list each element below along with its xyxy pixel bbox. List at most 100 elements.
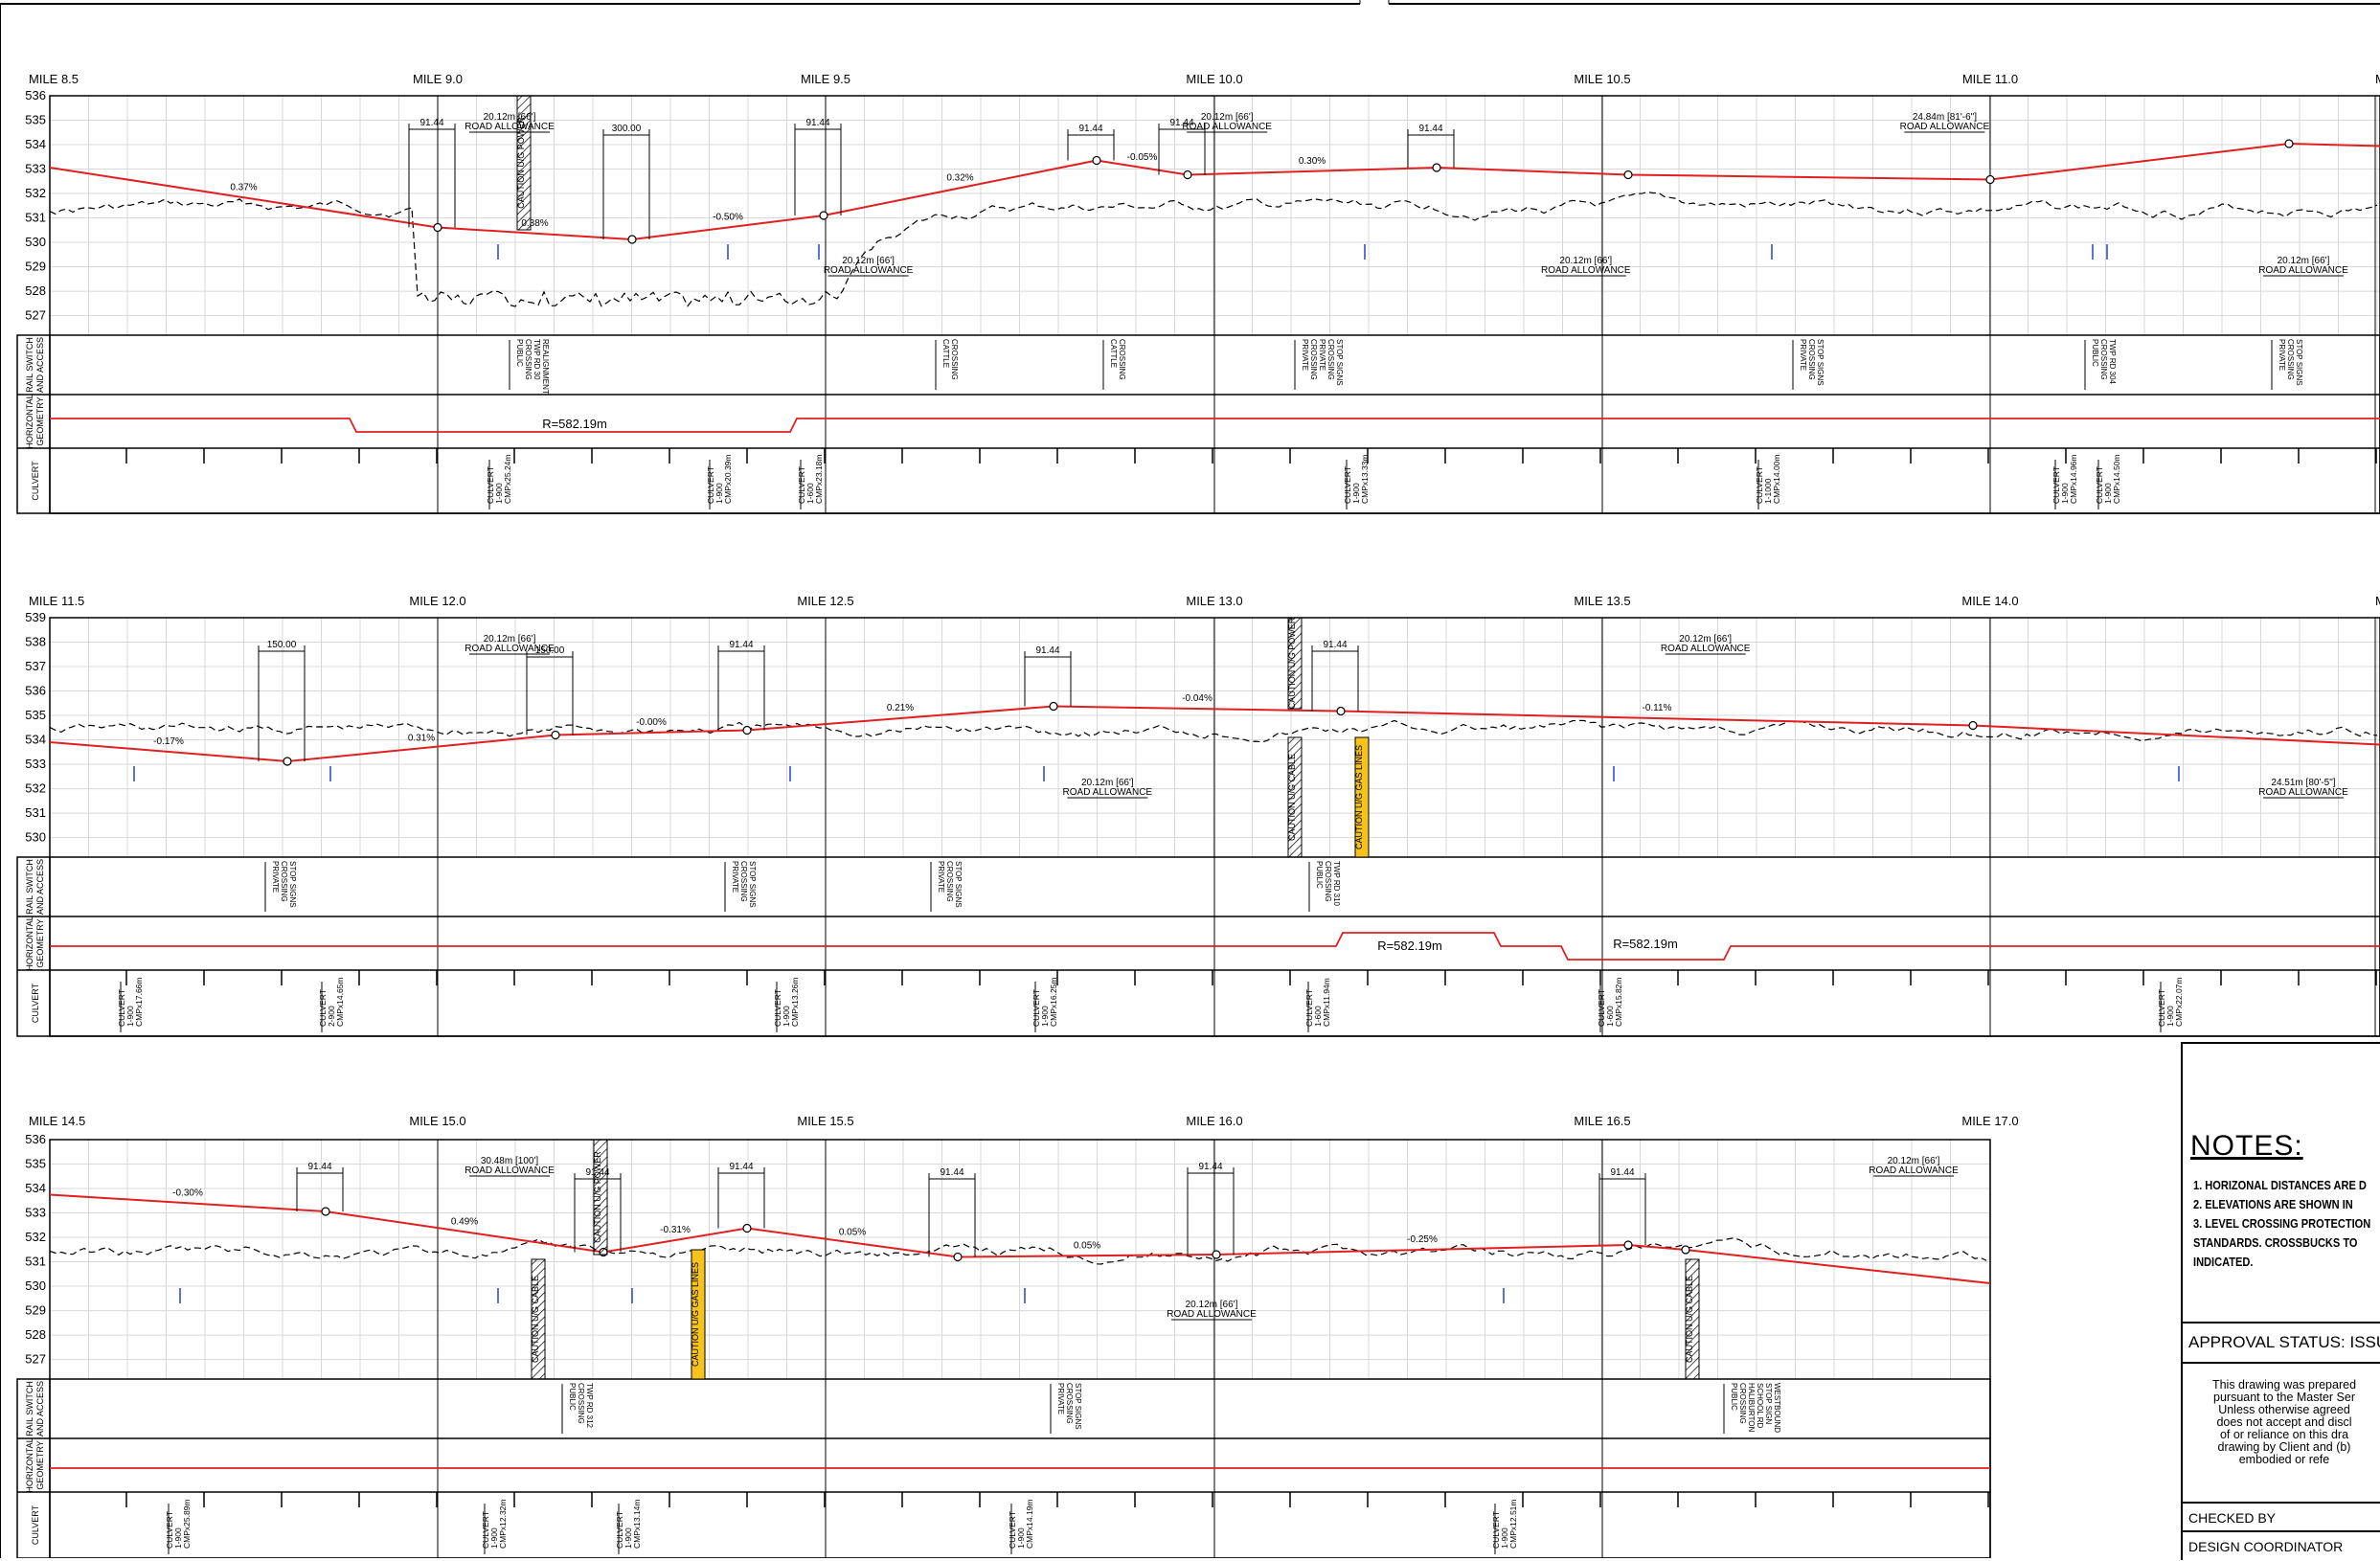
culvert-label: CMPx13.14m <box>632 1500 642 1550</box>
elevation-label: 531 <box>25 1255 46 1269</box>
access-label: CROSSING <box>1065 1383 1074 1424</box>
band-label-culvert: CULVERT <box>31 1504 40 1545</box>
mile-label: MILE 13.5 <box>1574 594 1630 608</box>
dimension-label: 91.44 <box>1323 640 1347 650</box>
vertical-curve-point <box>819 211 828 220</box>
row-frame <box>49 1139 1991 1558</box>
vertical-curve-point <box>283 757 292 766</box>
road-allowance-label: ROAD ALLOWANCE <box>465 122 555 132</box>
culvert-label: CMPx14.50m <box>2112 455 2121 505</box>
dimension-label: 91.44 <box>419 118 443 128</box>
elevation-label: 529 <box>25 260 46 274</box>
access-label: CATTLE <box>1109 339 1118 368</box>
road-allowance-label: ROAD ALLOWANCE <box>824 265 914 276</box>
grade-label: 0.21% <box>887 703 914 713</box>
mile-label: MILE 12.0 <box>409 594 465 608</box>
culvert-label: CMPx14.96m <box>2069 455 2078 505</box>
note-3: 3. LEVEL CROSSING PROTECTION <box>2193 1216 2371 1231</box>
caution-bar <box>593 1139 608 1256</box>
access-label: CATTLE <box>941 339 950 368</box>
access-label: PRIVATE <box>731 861 739 893</box>
vertical-curve-point <box>1968 720 1978 731</box>
culvert-label: CMPx20.39m <box>723 455 733 505</box>
caution-bar <box>691 1249 706 1380</box>
ground-profile <box>49 719 2378 743</box>
culvert-label: CMPx16.25m <box>1049 978 1058 1028</box>
culvert-label: CULVERT <box>117 989 126 1027</box>
mile-label: MILE 17.0 <box>1961 1114 2018 1128</box>
band-label-access: RAIL SWITCH <box>25 1381 34 1437</box>
dimension-label: 91.44 <box>1078 124 1102 134</box>
road-allowance-label: ROAD ALLOWANCE <box>1869 1165 1959 1176</box>
caution-bar <box>1354 736 1370 858</box>
culvert-label: CMPx14.00m <box>1772 455 1781 505</box>
access-label: PUBLIC <box>1315 861 1324 889</box>
culvert-label: 1-600 <box>1605 1006 1615 1027</box>
access-label: CROSSING <box>1326 339 1335 380</box>
elevation-label: 536 <box>25 684 46 698</box>
culvert-label: 1-900 <box>623 1527 633 1549</box>
vertical-curve-point <box>1432 163 1441 172</box>
band-label-geometry: HORIZONTAL <box>25 394 34 448</box>
culvert-label: CMPx14.19m <box>1025 1500 1034 1550</box>
access-label: STOP SIGNS <box>1816 339 1825 386</box>
access-label: STOP SIGNS <box>1074 1383 1082 1430</box>
culvert-label: 1-900 <box>125 1006 135 1027</box>
mile-label: MILE <box>2375 72 2380 86</box>
road-allowance-width: 24.84m [81'-6"] <box>1913 112 1977 123</box>
vertical-curve-point <box>742 725 752 735</box>
road-allowance-label: ROAD ALLOWANCE <box>1900 122 1990 132</box>
vertical-curve-point <box>627 235 637 244</box>
culvert-label: CULVERT <box>773 989 782 1027</box>
culvert-label: CULVERT <box>706 466 715 504</box>
access-label: HALIBURTON <box>1747 1383 1756 1432</box>
culvert-label: CMPx22.07m <box>2174 978 2184 1028</box>
access-label: CROSSING <box>1738 1383 1747 1424</box>
dimension-label: 91.44 <box>940 1167 963 1178</box>
road-allowance-width: 24.51m [80'-5"] <box>2271 778 2335 788</box>
band-label-geometry: HORIZONTAL <box>25 1437 34 1492</box>
mile-label: MILE 15.0 <box>409 1114 465 1128</box>
road-allowance-width: 30.48m [100'] <box>481 1156 539 1166</box>
elevation-label: 528 <box>25 283 46 298</box>
elevation-label: 539 <box>25 610 46 624</box>
elevation-label: 538 <box>25 635 46 649</box>
band-label-access: AND ACCESS <box>35 1381 45 1437</box>
access-label: CROSSING <box>2286 339 2295 380</box>
culvert-label: CULVERT <box>1008 1511 1017 1549</box>
horizontal-alignment <box>50 418 2380 433</box>
note-3-end: INDICATED. <box>2193 1255 2254 1269</box>
profile-row-2: MILE 11.5 MILE 12.0 MILE 12.5 MILE 13.0 MILE… <box>16 594 2380 1037</box>
road-allowance-label: ROAD ALLOWANCE <box>465 1165 555 1176</box>
access-label: CROSSING <box>524 339 533 380</box>
culvert-label: CMPx11.94m <box>1322 978 1331 1027</box>
access-label: STOP SIGN <box>1764 1383 1773 1424</box>
checked-by-label: CHECKED BY <box>2188 1510 2277 1526</box>
grade-label: -0.25% <box>1407 1234 1438 1245</box>
mile-label: MILE 16.5 <box>1574 1114 1630 1128</box>
culvert-label: CMPx17.66m <box>134 978 144 1028</box>
access-label: TWP RD 310 <box>1332 861 1341 907</box>
dimension-label: 91.44 <box>1035 645 1059 656</box>
notes-title: NOTES: <box>2190 1130 2303 1162</box>
band-label-geometry: GEOMETRY <box>35 918 45 967</box>
elevation-label: 527 <box>25 308 46 323</box>
elevation-label: 534 <box>25 137 46 151</box>
culvert-label: 1-900 <box>714 483 724 504</box>
culvert-label: 1-900 <box>494 483 504 504</box>
elevation-label: 534 <box>25 733 46 747</box>
caution-label: CAUTION U/G POWER <box>593 1151 602 1243</box>
culvert-label: 1-900 <box>1500 1527 1509 1549</box>
road-allowance-label: ROAD ALLOWANCE <box>2258 265 2348 276</box>
culvert-label: CULVERT <box>481 1511 490 1549</box>
band-label-culvert: CULVERT <box>31 461 40 501</box>
band-label-geometry: GEOMETRY <box>35 396 45 445</box>
caution-label: CAUTION U/G CABLE <box>1287 754 1297 841</box>
access-label: PRIVATE <box>1056 1383 1065 1414</box>
culvert-label: CULVERT <box>2095 466 2104 504</box>
culvert-label: CMPx13.26m <box>790 978 800 1028</box>
access-label: SCHOOL RD <box>1756 1383 1764 1428</box>
caution-label: CAUTION U/G POWER <box>516 117 526 209</box>
culvert-label: 1-600 <box>805 483 815 504</box>
elevation-label: 530 <box>25 235 46 249</box>
